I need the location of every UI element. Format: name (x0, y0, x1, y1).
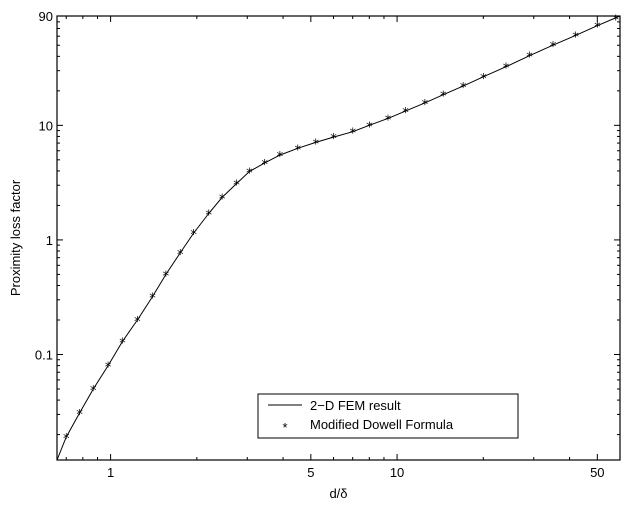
ticks (57, 15, 620, 460)
data-point-dowell: * (190, 228, 197, 243)
data-point-dowell: * (594, 21, 601, 36)
y-tick-label: 90 (39, 9, 53, 24)
data-point-dowell: * (460, 81, 467, 96)
data-point-dowell: * (277, 150, 284, 165)
data-point-dowell: * (294, 143, 301, 158)
y-tick-label: 0.1 (35, 347, 53, 362)
data-point-dowell: * (205, 209, 212, 224)
data-point-dowell: * (572, 30, 579, 45)
data-point-dowell: * (134, 315, 141, 330)
data-point-dowell: * (440, 90, 447, 105)
data-point-dowell: * (330, 132, 337, 147)
x-tick-label: 5 (307, 465, 314, 480)
legend: 2−D FEM result * Modified Dowell Formula (257, 393, 519, 439)
data-point-dowell: * (366, 120, 373, 135)
legend-box (257, 393, 519, 439)
plot-frame (56, 15, 621, 461)
y-tick-label: 10 (39, 118, 53, 133)
data-point-dowell: * (163, 269, 170, 284)
data-point-dowell: * (422, 98, 429, 113)
data-point-dowell: * (177, 248, 184, 263)
series-line-fem (56, 15, 621, 461)
data-point-dowell: * (503, 62, 510, 77)
x-tick-label: 50 (590, 465, 604, 480)
data-point-dowell: * (105, 361, 112, 376)
data-point-dowell: * (246, 167, 253, 182)
data-point-dowell: * (526, 51, 533, 66)
y-tick-label: 1 (46, 233, 53, 248)
x-tick-labels: 1 5 10 50 (107, 465, 605, 480)
data-point-dowell: * (385, 113, 392, 128)
series-layer: * * * * * * * * * * * * * * * * * * * * * * * * * * * * * * * * * (56, 13, 621, 461)
data-point-dowell: * (90, 384, 97, 399)
data-point-dowell: * (550, 40, 557, 55)
data-point-dowell: * (402, 106, 409, 121)
data-point-dowell: * (480, 72, 487, 87)
legend-star-marker: * (282, 420, 287, 435)
data-point-dowell: * (261, 158, 268, 173)
data-point-dowell: * (349, 127, 356, 142)
data-point-dowell: * (312, 137, 319, 152)
legend-label-fem: 2−D FEM result (310, 398, 401, 413)
legend-label-dowell: Modified Dowell Formula (310, 417, 454, 432)
data-point-dowell: * (613, 13, 620, 28)
data-point-dowell: * (76, 408, 83, 423)
x-tick-label: 10 (390, 465, 404, 480)
data-point-dowell: * (63, 432, 70, 447)
data-point-dowell: * (149, 292, 156, 307)
x-axis-label: d/δ (329, 486, 347, 501)
data-point-dowell: * (233, 179, 240, 194)
data-point-dowell: * (219, 192, 226, 207)
x-tick-label: 1 (107, 465, 114, 480)
data-point-dowell: * (119, 336, 126, 351)
y-tick-labels: 0.1 1 10 90 (35, 9, 53, 362)
plot-area: * * * * * * * * * * * * * * * * * * * * * * * * * * * * * * * * * (56, 13, 621, 461)
y-axis-label: Proximity loss factor (8, 179, 23, 296)
